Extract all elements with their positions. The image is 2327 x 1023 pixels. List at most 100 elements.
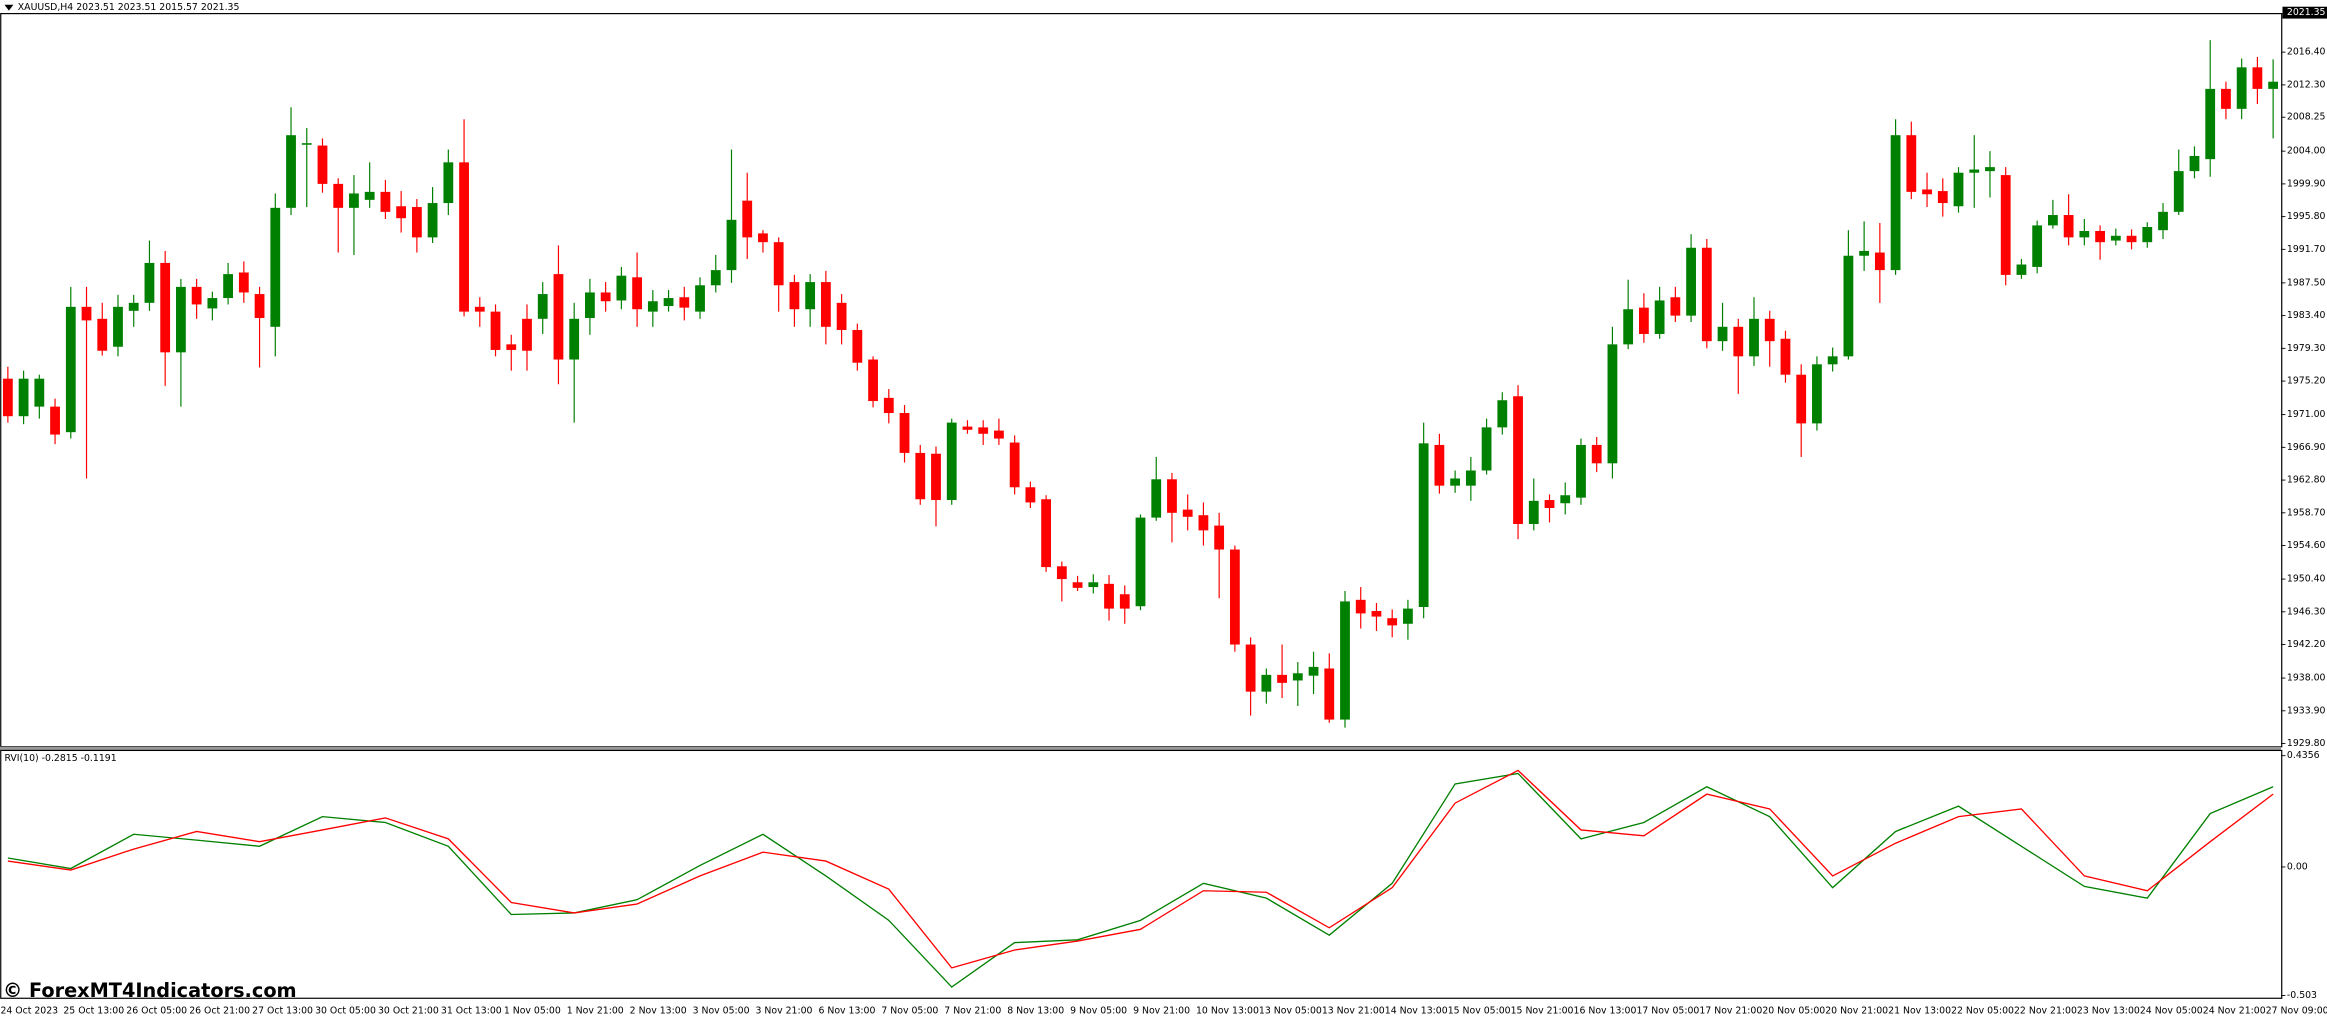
candle-body — [364, 191, 375, 200]
y-tick-label: 1991.70 — [2287, 244, 2326, 255]
candle-body — [411, 207, 422, 238]
candle-body — [286, 135, 296, 208]
candle-body — [1088, 582, 1099, 588]
candle-body — [65, 306, 76, 433]
candle-body — [2236, 67, 2247, 109]
candle-body — [1340, 601, 1350, 720]
y-tick-label: 1929.80 — [2287, 738, 2326, 749]
candle-body — [474, 306, 485, 312]
x-tick-label: 15 Nov 05:00 — [1448, 1005, 1511, 1016]
candle-body — [1607, 344, 1618, 464]
y-tick-label: 1958.70 — [2287, 507, 2326, 518]
y-tick-label: -0.503 — [2287, 990, 2317, 1001]
candle-body — [931, 453, 941, 501]
chart-title: XAUUSD,H4 2023.51 2023.51 2015.57 2021.3… — [18, 2, 240, 13]
x-tick-label: 20 Nov 21:00 — [1825, 1005, 1888, 1016]
y-tick-label: 1950.40 — [2287, 574, 2326, 585]
candle-body — [1277, 674, 1287, 683]
menu-arrow[interactable] — [4, 4, 14, 11]
x-tick-label: 13 Nov 05:00 — [1259, 1005, 1322, 1016]
candle-body — [1638, 307, 1649, 334]
candle-body — [663, 298, 674, 307]
candle-body — [2000, 175, 2011, 275]
x-tick-label: 9 Nov 21:00 — [1133, 1005, 1190, 1016]
x-tick-label: 3 Nov 21:00 — [756, 1005, 813, 1016]
candle-body — [270, 207, 281, 327]
indicator-line — [7, 772, 2274, 988]
x-tick-label: 15 Nov 21:00 — [1511, 1005, 1574, 1016]
candle-body — [223, 274, 233, 299]
watermark: © ForexMT4Indicators.com — [3, 979, 297, 1002]
candle-body — [600, 292, 611, 302]
candle-body — [522, 318, 532, 351]
candle-body — [1937, 191, 1948, 204]
candle-body — [97, 318, 108, 351]
candle-body — [962, 426, 973, 430]
x-tick-label: 14 Nov 13:00 — [1385, 1005, 1448, 1016]
candle-body — [1308, 666, 1319, 676]
y-tick-label: 2004.00 — [2287, 146, 2326, 157]
candle-body — [176, 286, 186, 353]
candle-body — [50, 406, 60, 435]
candle-body — [349, 193, 359, 208]
x-tick-label: 16 Nov 13:00 — [1574, 1005, 1637, 1016]
candle-body — [2142, 226, 2153, 243]
candle-body — [1717, 326, 1728, 342]
y-tick-label: 1938.00 — [2287, 673, 2326, 684]
x-tick-label: 24 Nov 05:00 — [2140, 1005, 2203, 1016]
candle-body — [2063, 215, 2074, 238]
candle-body — [569, 318, 580, 360]
candle-body — [1245, 644, 1256, 692]
candle-body — [396, 206, 407, 219]
x-tick-label: 24 Nov 21:00 — [2203, 1005, 2266, 1016]
x-tick-label: 21 Nov 13:00 — [1888, 1005, 1951, 1016]
x-tick-label: 23 Nov 13:00 — [2077, 1005, 2140, 1016]
candle-body — [1182, 509, 1193, 517]
candle-body — [820, 282, 831, 327]
candle-body — [1450, 478, 1461, 486]
candle-body — [160, 262, 171, 353]
x-tick-label: 9 Nov 05:00 — [1070, 1005, 1127, 1016]
y-tick-label: 1995.80 — [2287, 211, 2326, 222]
x-tick-label: 1 Nov 05:00 — [504, 1005, 561, 1016]
candle-body — [81, 306, 92, 321]
candle-body — [2, 378, 13, 417]
candle-body — [506, 344, 517, 350]
candle-body — [2221, 88, 2231, 109]
candle-body — [1843, 255, 1854, 357]
candle-body — [1890, 135, 1901, 271]
candle-body — [1324, 668, 1335, 720]
candle-body — [1072, 582, 1083, 588]
candle-body — [946, 422, 957, 501]
y-tick-label: 1987.50 — [2287, 277, 2326, 288]
candle-body — [1686, 247, 1696, 316]
candle-body — [1119, 594, 1130, 609]
candle-body — [1465, 470, 1476, 486]
candle-body — [710, 270, 721, 286]
candle-body — [1418, 443, 1429, 608]
candle-body — [1261, 674, 1272, 692]
candle-body — [1371, 611, 1382, 617]
candle-body — [789, 282, 800, 310]
x-tick-label: 13 Nov 21:00 — [1322, 1005, 1385, 1016]
candle-body — [1591, 444, 1602, 464]
candle-body — [616, 275, 627, 301]
indicator-title: RVI(10) -0.2815 -0.1191 — [4, 753, 116, 764]
candle-body — [1780, 338, 1791, 375]
candle-body — [2047, 215, 2058, 226]
y-tick-label: 2008.25 — [2287, 112, 2326, 123]
candle-body — [1764, 318, 1775, 342]
candle-body — [2189, 155, 2200, 172]
candle-body — [490, 311, 501, 350]
indicator-line — [7, 769, 2274, 969]
candle-body — [1025, 487, 1036, 503]
candle-body — [758, 233, 768, 243]
candle-body — [1056, 566, 1067, 580]
candle-body — [1497, 400, 1508, 428]
candle-body — [1198, 515, 1209, 531]
candle-body — [2110, 235, 2121, 241]
candle-body — [1654, 300, 1665, 334]
price-label: 2021.35 — [2287, 7, 2326, 18]
candle-body — [1922, 189, 1932, 195]
